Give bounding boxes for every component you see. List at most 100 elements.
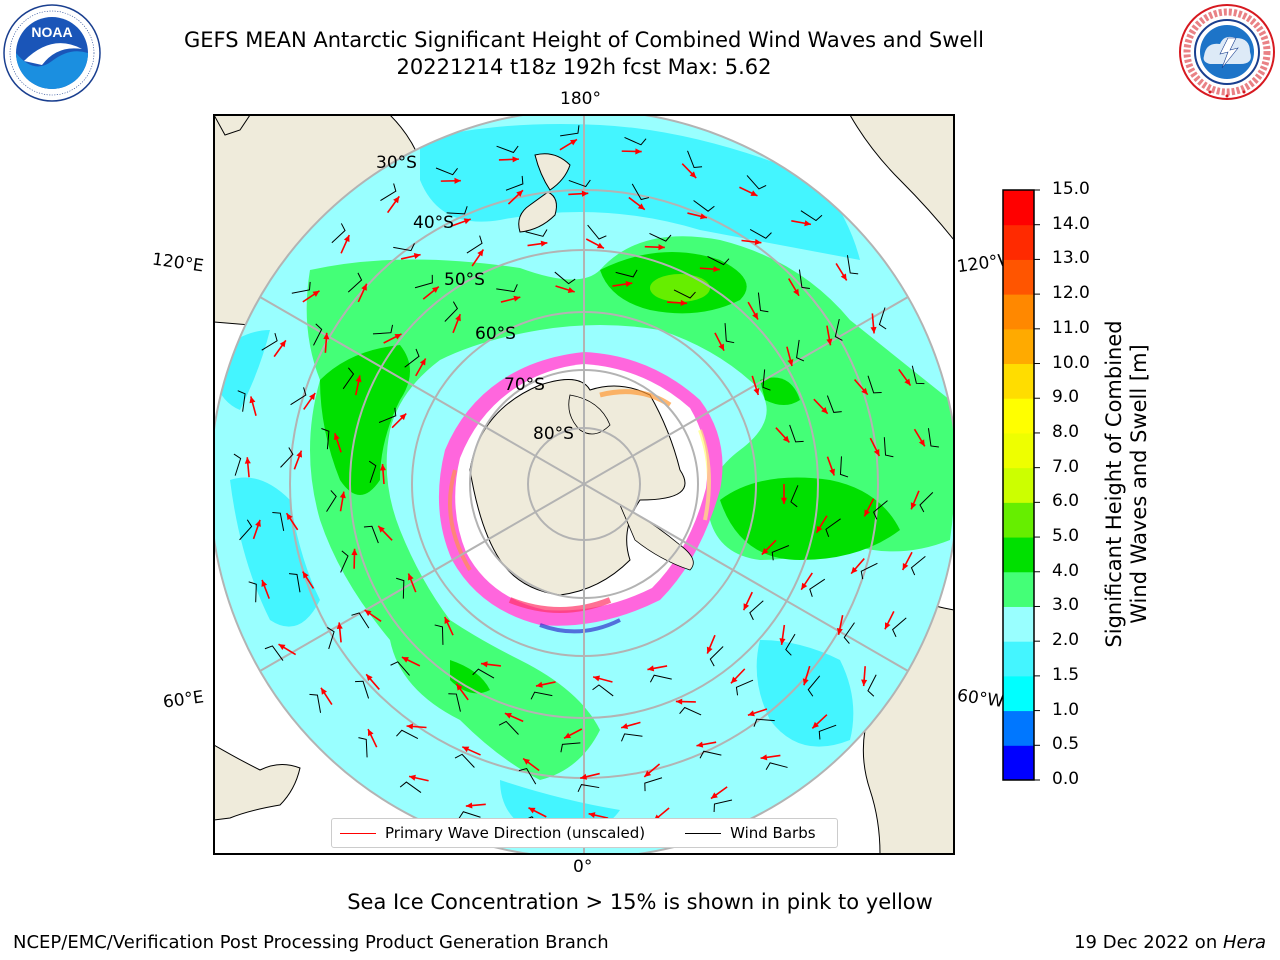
wind-barb xyxy=(834,318,843,341)
wave-arrow-head xyxy=(540,240,548,247)
wind-barb xyxy=(458,811,481,819)
wave-arrow-head xyxy=(596,242,604,249)
wind-barb xyxy=(843,622,855,644)
lon-label-120w: 120°W xyxy=(955,250,1007,278)
wave-arrow-head xyxy=(513,295,521,302)
wind-barb xyxy=(621,733,643,742)
wave-arrow-head xyxy=(512,156,519,163)
wind-barb xyxy=(272,512,285,531)
wave-arrow-head xyxy=(710,792,718,799)
wind-barb xyxy=(867,375,882,394)
wave-arrow-head xyxy=(278,644,286,651)
lat-label-50s: 50°S xyxy=(444,270,485,290)
lon-label-120e: 120°E xyxy=(150,249,205,277)
wave-arrow-head xyxy=(826,338,833,346)
wave-arrow-head xyxy=(364,610,372,617)
wind-barb xyxy=(873,500,888,520)
wave-arrow-head xyxy=(323,332,330,340)
polar-map xyxy=(213,114,955,855)
wind-barb xyxy=(826,395,842,413)
wind-barb xyxy=(340,550,349,573)
colorbar-tick-label: 11.0 xyxy=(1052,317,1090,338)
wave-arrow-head xyxy=(910,502,917,510)
wind-barb xyxy=(867,674,877,697)
wave-arrow-head xyxy=(840,273,847,281)
colorbar-tick-label: 0.5 xyxy=(1052,734,1080,755)
wave-arrow-head xyxy=(343,235,350,243)
colorbar-segment xyxy=(1003,432,1034,469)
wind-barb xyxy=(911,365,925,385)
wave-arrow-head xyxy=(625,280,633,287)
wind-barb xyxy=(560,125,580,137)
wave-arrow-head xyxy=(812,721,819,729)
wave-arrow-head xyxy=(750,190,758,196)
wind-barb xyxy=(762,369,771,391)
wave-arrow-head xyxy=(333,433,340,441)
wave-arrow-head xyxy=(406,723,414,730)
wind-barb xyxy=(435,167,458,176)
wave-arrow-head xyxy=(802,678,809,686)
wave-arrow-head xyxy=(904,378,911,386)
wind-barb xyxy=(825,518,841,537)
wind-barb xyxy=(496,284,518,293)
wave-arrow-head xyxy=(444,616,451,624)
wind-barb xyxy=(724,323,735,344)
wave-arrow-head xyxy=(743,603,750,611)
colorbar-segment xyxy=(1003,745,1034,781)
nws-logo xyxy=(1179,4,1275,100)
lat-label-70s: 70°S xyxy=(504,375,545,395)
colorbar-segment xyxy=(1003,398,1034,434)
wave-arrow-head xyxy=(302,571,309,579)
colorbar-tick-label: 7.0 xyxy=(1052,456,1080,477)
wind-barb xyxy=(789,424,804,443)
colorbar-tick-label: 1.5 xyxy=(1052,664,1080,685)
wind-barb xyxy=(358,737,368,758)
wave-arrow-head xyxy=(249,396,256,404)
wave-arrow-head xyxy=(816,525,823,533)
wind-barb xyxy=(331,223,346,244)
wind-barb xyxy=(261,332,278,351)
colorbar-tick-label: 9.0 xyxy=(1052,387,1080,408)
wave-arrow-head xyxy=(644,770,652,777)
footer-date: 19 Dec 2022 on Hera xyxy=(1074,932,1266,953)
lat-label-30s: 30°S xyxy=(376,153,417,173)
wave-arrow-head xyxy=(261,579,268,587)
wave-arrow-head xyxy=(504,713,512,719)
wind-barb xyxy=(713,799,733,813)
wind-barb xyxy=(505,175,524,191)
wave-arrow-head xyxy=(918,439,925,447)
wave-arrow-head xyxy=(312,290,320,297)
wave-arrow-head xyxy=(870,326,877,334)
wave-arrow-head xyxy=(760,754,768,761)
wind-barb xyxy=(380,183,397,201)
colorbar-tick-label: 5.0 xyxy=(1052,526,1080,547)
wind-barb xyxy=(525,229,548,237)
wave-arrow-head xyxy=(419,358,426,366)
wind-barb xyxy=(290,387,307,406)
wave-arrow-head xyxy=(580,773,588,780)
wind-barb xyxy=(363,525,379,544)
legend-label-wave-direction: Primary Wave Direction (unscaled) xyxy=(385,824,646,842)
lon-label-60e: 60°E xyxy=(161,687,206,713)
wind-barb xyxy=(404,348,420,368)
wind-barb xyxy=(693,200,715,212)
wave-arrow-head xyxy=(407,573,414,581)
wind-barb xyxy=(355,680,370,699)
wind-barb xyxy=(280,447,294,468)
wave-arrow-head xyxy=(401,657,409,663)
wave-arrow-head xyxy=(339,491,346,499)
colorbar-tick-label: 0.0 xyxy=(1052,769,1080,789)
wave-arrow-head xyxy=(286,513,293,521)
wave-arrow-head xyxy=(336,622,343,630)
wave-arrow-head xyxy=(754,238,762,246)
chart-title: GEFS MEAN Antarctic Significant Height o… xyxy=(183,28,985,52)
wave-arrow-head xyxy=(528,807,536,814)
colorbar-tick-label: 8.0 xyxy=(1052,421,1080,442)
wind-barb xyxy=(342,367,355,390)
wind-barb xyxy=(679,706,702,716)
legend-swatch-red xyxy=(340,832,376,834)
wind-barb xyxy=(735,679,754,696)
wave-arrow-head xyxy=(409,774,416,781)
wind-barb xyxy=(396,577,405,599)
wave-arrow-head xyxy=(761,547,769,555)
